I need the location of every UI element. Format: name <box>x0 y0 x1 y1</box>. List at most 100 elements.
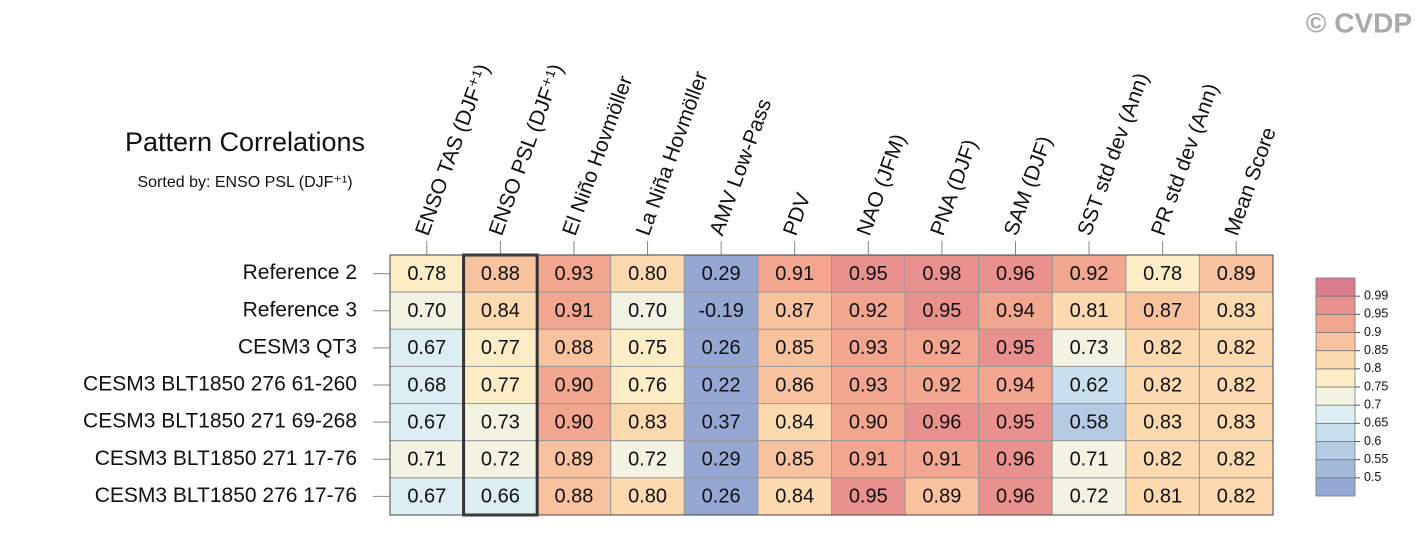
cell-label: 0.22 <box>702 374 741 396</box>
column-label: Mean Score <box>1221 124 1281 238</box>
colorbar-box <box>1315 386 1356 406</box>
cell <box>757 477 833 516</box>
cell-label: 0.94 <box>996 300 1035 322</box>
cell-label: 0.90 <box>554 411 593 433</box>
colorbar-box <box>1315 441 1356 461</box>
colorbar-label: 0.5 <box>1364 470 1381 484</box>
colorbar-label: 0.75 <box>1364 379 1388 393</box>
cell-label: 0.89 <box>1217 263 1256 285</box>
colorbar-label: 0.99 <box>1364 288 1388 302</box>
colorbar-label: 0.7 <box>1364 397 1381 411</box>
cell-label: 0.90 <box>849 411 888 433</box>
cell <box>463 254 538 293</box>
cell <box>978 365 1053 405</box>
chart-title: Pattern Correlations <box>125 127 365 157</box>
cell <box>904 291 980 330</box>
cell-label: 0.80 <box>628 263 667 285</box>
cell <box>536 440 612 479</box>
row-label: CESM3 BLT1850 271 17-76 <box>95 447 357 470</box>
cell-label: 0.81 <box>1070 300 1109 322</box>
cell-label: 0.85 <box>775 337 814 359</box>
heatmap-frame <box>389 254 1274 516</box>
cell-label: 0.83 <box>628 411 667 433</box>
cell <box>978 254 1053 293</box>
cell-label: 0.92 <box>849 300 888 322</box>
cell-label: 0.82 <box>1217 337 1256 359</box>
cell-label: 0.88 <box>554 486 593 508</box>
cell-label: 0.72 <box>1070 486 1109 508</box>
colorbar-box <box>1315 459 1356 479</box>
cell-label: 0.98 <box>922 263 961 285</box>
cell-label: 0.82 <box>1217 449 1256 471</box>
colorbar-box <box>1315 295 1356 315</box>
cell-label: 0.71 <box>407 449 446 471</box>
colorbar-label: 0.6 <box>1364 434 1381 448</box>
cell-label: 0.77 <box>481 374 520 396</box>
cell <box>683 328 759 367</box>
cell <box>683 365 759 405</box>
row-label: CESM3 BLT1850 276 17-76 <box>95 484 357 507</box>
cell-label: 0.70 <box>628 300 667 322</box>
cell <box>757 440 833 479</box>
cell-label: 0.72 <box>481 449 520 471</box>
cell <box>1198 365 1274 405</box>
cell-label: 0.89 <box>922 486 961 508</box>
cell-label: 0.92 <box>922 374 961 396</box>
cell-label: 0.96 <box>996 263 1035 285</box>
cell-label: 0.75 <box>628 337 667 359</box>
cell <box>389 403 465 442</box>
cell <box>683 477 759 516</box>
cell <box>610 365 685 405</box>
cell-label: 0.93 <box>554 263 593 285</box>
row-label: CESM3 QT3 <box>238 335 357 358</box>
cell-label: 0.95 <box>922 300 961 322</box>
cell <box>1125 440 1200 479</box>
cell <box>757 403 833 442</box>
cell-label: 0.66 <box>481 486 520 508</box>
cell <box>1125 254 1200 293</box>
cell-label: 0.85 <box>775 449 814 471</box>
cell-label: 0.95 <box>996 337 1035 359</box>
cell-label: 0.71 <box>1070 449 1109 471</box>
cell-label: 0.92 <box>1070 263 1109 285</box>
cell-label: 0.88 <box>554 337 593 359</box>
colorbar-label: 0.85 <box>1364 343 1388 357</box>
cell-label: 0.26 <box>702 337 741 359</box>
cell-label: 0.86 <box>775 374 814 396</box>
cell-label: 0.93 <box>849 374 888 396</box>
subtitle: Sorted by: ENSO PSL (DJF⁺¹) <box>137 174 352 191</box>
cell-label: 0.67 <box>407 337 446 359</box>
cell <box>536 291 612 330</box>
cell-label: 0.26 <box>702 486 741 508</box>
cell-label: 0.37 <box>702 411 741 433</box>
cell-label: 0.78 <box>407 263 446 285</box>
cell <box>463 291 538 330</box>
cell-label: 0.29 <box>702 449 741 471</box>
cell-label: 0.83 <box>1217 300 1256 322</box>
cell <box>536 365 612 405</box>
cell-label: 0.90 <box>554 374 593 396</box>
cell-label: 0.76 <box>628 374 667 396</box>
cell-label: 0.58 <box>1070 411 1109 433</box>
colorbar-box <box>1315 422 1356 442</box>
sorted-by: ENSO PSL (DJF⁺¹) <box>215 174 353 191</box>
cell <box>978 477 1053 516</box>
cell <box>1198 291 1274 330</box>
cell-label: 0.93 <box>849 337 888 359</box>
colorbar-box <box>1315 350 1356 370</box>
colorbar-label: 0.8 <box>1364 361 1381 375</box>
cell-label: 0.96 <box>996 449 1035 471</box>
cell <box>904 365 980 405</box>
cell-label: 0.70 <box>407 300 446 322</box>
cell-label: 0.77 <box>481 337 520 359</box>
cell-label: 0.95 <box>849 263 888 285</box>
colorbar-box <box>1315 332 1356 352</box>
column-label: El Niño Hovmöller <box>558 73 637 239</box>
cell-label: 0.95 <box>849 486 888 508</box>
column-label: SAM (DJF) <box>1000 133 1057 238</box>
cell-label: 0.95 <box>996 411 1035 433</box>
cell-label: 0.87 <box>1143 300 1182 322</box>
cell-label: 0.73 <box>1070 337 1109 359</box>
row-label: Reference 3 <box>243 298 357 321</box>
